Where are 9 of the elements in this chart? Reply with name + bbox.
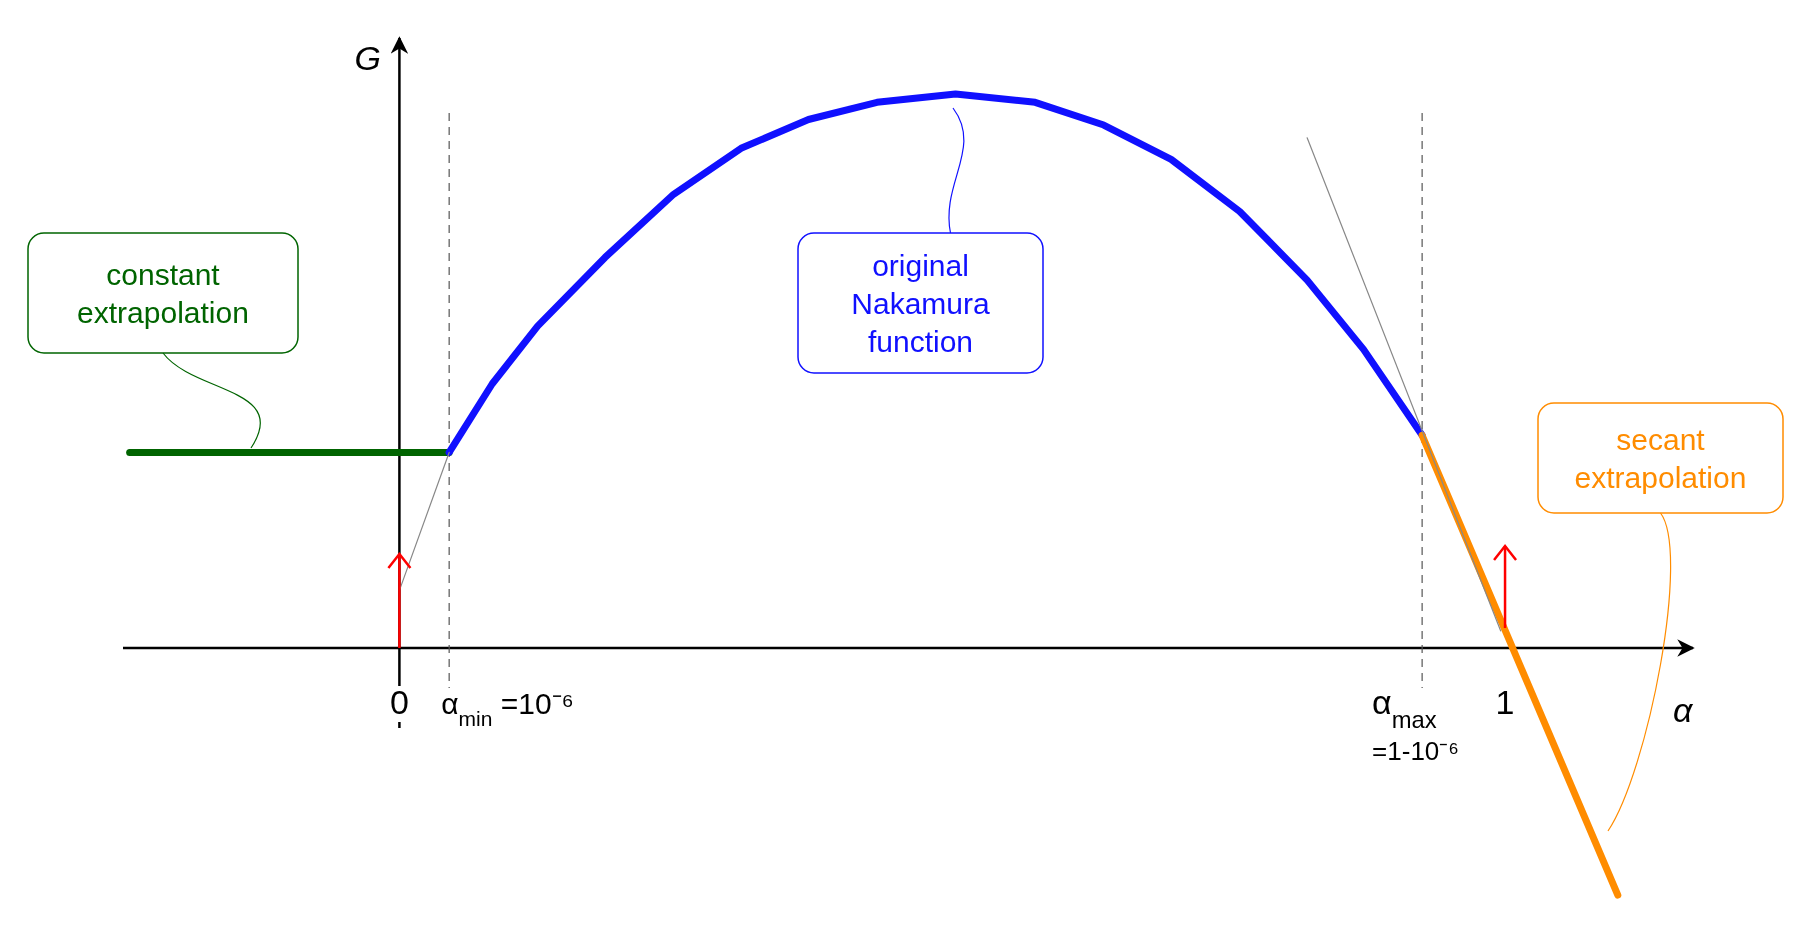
text: secant extrapolation — [1574, 423, 1747, 494]
annotation: α$_{min}$ =10⁻⁶ — [441, 687, 574, 730]
text: original Nakamura function — [851, 249, 990, 358]
x-axis-title: α — [1673, 691, 1694, 729]
x-tick-label: 0 — [389, 683, 409, 721]
x-tick-label: 1 — [1495, 683, 1515, 721]
text: constant extrapolation — [77, 258, 249, 329]
y-axis-title: G — [354, 39, 381, 77]
annotation: α$_{max}$ =1-10⁻⁶ — [1372, 683, 1460, 766]
